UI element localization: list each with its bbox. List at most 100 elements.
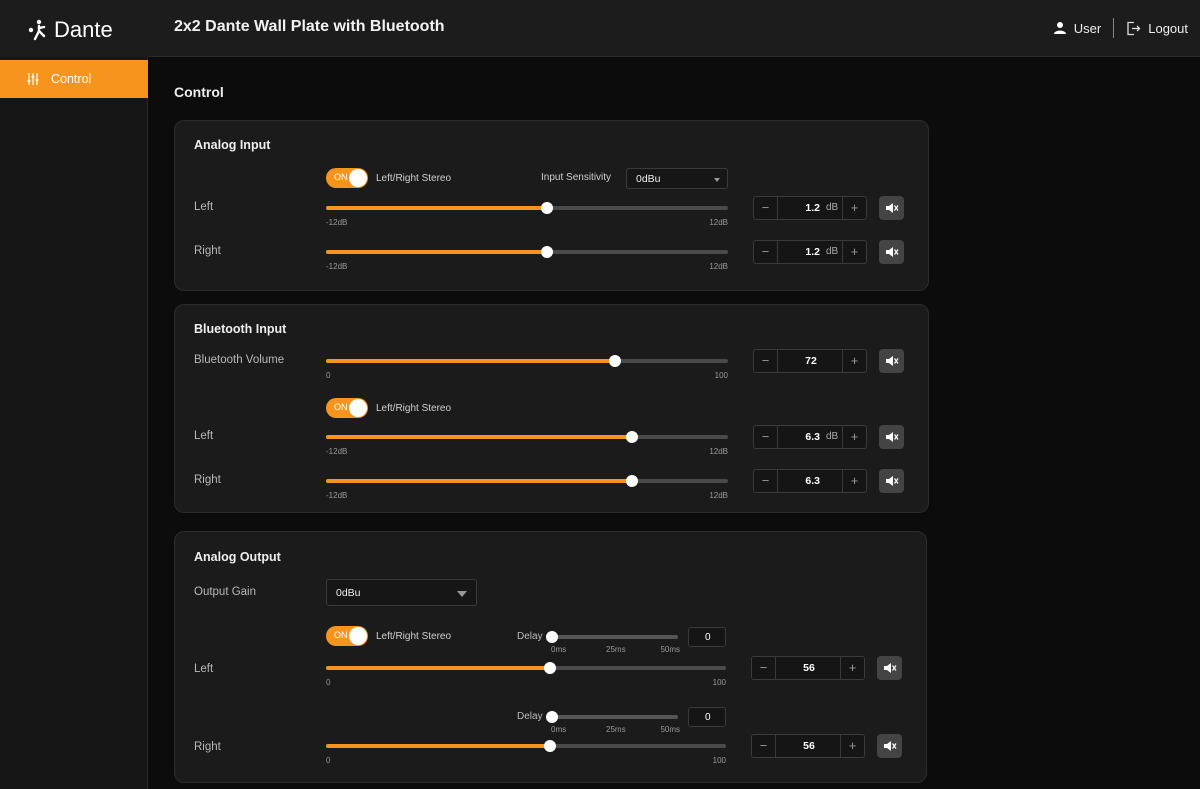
sensitivity-select[interactable]: 0dBu	[626, 168, 728, 189]
bluetooth-input-card: Bluetooth Input Bluetooth Volume 0 100 −…	[174, 304, 929, 513]
right-mute-button[interactable]	[879, 240, 904, 264]
left-level-stepper[interactable]: − 56 +	[751, 656, 865, 680]
user-menu[interactable]: User	[1053, 21, 1101, 36]
tick-0ms: 0ms	[551, 725, 567, 734]
stepper-value[interactable]: 1.2	[805, 246, 820, 258]
tick-min: -12dB	[326, 218, 348, 227]
right-mute-button[interactable]	[877, 734, 902, 758]
left-mute-button[interactable]	[879, 425, 904, 449]
slider-thumb[interactable]	[541, 246, 554, 258]
user-label: User	[1073, 20, 1102, 36]
stepper-value[interactable]: 56	[803, 740, 815, 752]
decrement-button[interactable]: −	[754, 426, 778, 448]
stereo-toggle[interactable]: ON	[326, 626, 368, 646]
right-mute-button[interactable]	[879, 469, 904, 493]
dante-logo[interactable]: Dante	[28, 17, 113, 43]
right-label: Right	[194, 474, 221, 486]
slider-thumb[interactable]	[609, 355, 622, 367]
left-gain-stepper[interactable]: − 1.2 dB +	[753, 196, 867, 220]
toggle-knob	[349, 169, 367, 187]
sidebar: Control	[0, 57, 148, 789]
increment-button[interactable]: +	[842, 197, 866, 219]
toggle-knob	[349, 627, 367, 645]
stepper-value[interactable]: 6.3	[805, 431, 820, 443]
left-mute-button[interactable]	[877, 656, 902, 680]
separator	[1113, 18, 1115, 38]
analog-output-card: Analog Output Output Gain 0dBu ON Left/R…	[174, 531, 927, 783]
increment-button[interactable]: +	[842, 350, 866, 372]
delay-label: Delay	[517, 711, 543, 722]
stepper-unit: dB	[826, 202, 839, 213]
right-gain-slider[interactable]	[326, 245, 728, 259]
slider-thumb[interactable]	[544, 662, 556, 674]
toggle-label: ON	[334, 402, 348, 412]
decrement-button[interactable]: −	[752, 735, 776, 757]
logout-button[interactable]: Logout	[1126, 21, 1188, 36]
right-level-stepper[interactable]: − 56 +	[751, 734, 865, 758]
decrement-button[interactable]: −	[754, 350, 778, 372]
slider-thumb[interactable]	[625, 475, 638, 487]
stereo-toggle[interactable]: ON	[326, 398, 368, 418]
decrement-button[interactable]: −	[754, 470, 778, 492]
right-gain-slider[interactable]	[326, 474, 728, 488]
increment-button[interactable]: +	[842, 241, 866, 263]
increment-button[interactable]: +	[840, 735, 864, 757]
slider-thumb[interactable]	[546, 631, 558, 643]
left-gain-slider[interactable]	[326, 201, 728, 215]
stereo-toggle[interactable]: ON	[326, 168, 368, 188]
card-title: Analog Input	[194, 138, 271, 152]
toggle-label: ON	[334, 630, 348, 640]
left-gain-stepper[interactable]: − 6.3 dB +	[753, 425, 867, 449]
right-level-slider[interactable]	[326, 739, 726, 753]
stereo-label: Left/Right Stereo	[376, 631, 452, 642]
mute-icon	[885, 203, 898, 213]
right-label: Right	[194, 741, 221, 753]
right-delay-slider[interactable]	[546, 710, 678, 724]
tick-max: 12dB	[709, 491, 728, 500]
stepper-value[interactable]: 1.2	[805, 202, 820, 214]
increment-button[interactable]: +	[840, 657, 864, 679]
left-delay-slider[interactable]	[546, 630, 678, 644]
tick-0ms: 0ms	[551, 645, 567, 654]
user-icon	[1053, 22, 1066, 34]
tick-min: -12dB	[326, 491, 348, 500]
mute-icon	[885, 432, 898, 442]
mute-icon	[885, 247, 898, 257]
increment-button[interactable]: +	[842, 426, 866, 448]
tick-25ms: 25ms	[606, 725, 626, 734]
slider-fill	[326, 479, 632, 483]
decrement-button[interactable]: −	[754, 241, 778, 263]
toggle-knob	[349, 399, 367, 417]
card-title: Bluetooth Input	[194, 322, 287, 336]
decrement-button[interactable]: −	[754, 197, 778, 219]
right-gain-stepper[interactable]: − 1.2 dB +	[753, 240, 867, 264]
left-label: Left	[194, 201, 214, 213]
left-mute-button[interactable]	[879, 196, 904, 220]
left-label: Left	[194, 430, 214, 442]
output-gain-select[interactable]: 0dBu	[326, 579, 477, 606]
slider-thumb[interactable]	[541, 202, 554, 214]
slider-track	[552, 635, 678, 639]
bluetooth-volume-slider[interactable]	[326, 354, 728, 368]
sensitivity-label: Input Sensitivity	[541, 172, 612, 183]
tick-min: -12dB	[326, 262, 348, 271]
right-delay-input[interactable]: 0	[688, 707, 726, 727]
bluetooth-volume-stepper[interactable]: − 72 +	[753, 349, 867, 373]
left-gain-slider[interactable]	[326, 430, 728, 444]
slider-fill	[326, 250, 548, 254]
tick-50ms: 50ms	[660, 645, 680, 654]
right-gain-stepper[interactable]: − 6.3 +	[753, 469, 867, 493]
logout-label: Logout	[1148, 20, 1188, 36]
decrement-button[interactable]: −	[752, 657, 776, 679]
stepper-value[interactable]: 72	[805, 355, 817, 367]
sidebar-item-control[interactable]: Control	[0, 60, 148, 98]
bluetooth-volume-mute-button[interactable]	[879, 349, 904, 373]
slider-thumb[interactable]	[544, 740, 556, 752]
increment-button[interactable]: +	[842, 470, 866, 492]
left-level-slider[interactable]	[326, 661, 726, 675]
stepper-value[interactable]: 56	[803, 662, 815, 674]
stepper-value[interactable]: 6.3	[805, 475, 820, 487]
slider-thumb[interactable]	[625, 431, 638, 443]
left-delay-input[interactable]: 0	[688, 627, 726, 647]
slider-thumb[interactable]	[546, 711, 558, 723]
